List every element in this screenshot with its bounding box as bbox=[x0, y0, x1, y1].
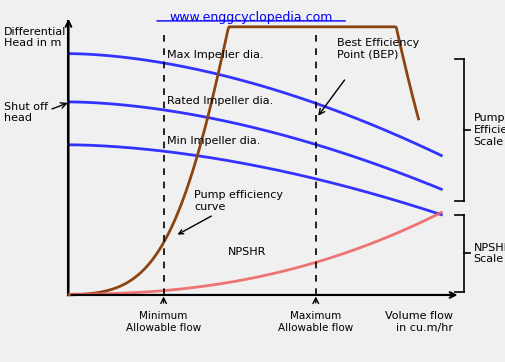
Text: Pump efficiency
curve: Pump efficiency curve bbox=[178, 190, 282, 234]
Text: NPSHR
Scale: NPSHR Scale bbox=[473, 243, 505, 264]
Text: NPSHR: NPSHR bbox=[228, 247, 266, 257]
Text: Minimum
Allowable flow: Minimum Allowable flow bbox=[126, 311, 201, 333]
Text: Max Impeller dia.: Max Impeller dia. bbox=[167, 50, 264, 60]
Text: Differential
Head in m: Differential Head in m bbox=[4, 27, 66, 49]
Text: Pump
Efficiency
Scale: Pump Efficiency Scale bbox=[473, 113, 505, 147]
Text: Volume flow
in cu.m/hr: Volume flow in cu.m/hr bbox=[384, 311, 452, 333]
Text: Min Impeller dia.: Min Impeller dia. bbox=[167, 136, 260, 146]
Text: Rated Impeller dia.: Rated Impeller dia. bbox=[167, 96, 273, 106]
Text: Maximum
Allowable flow: Maximum Allowable flow bbox=[278, 311, 352, 333]
Text: www.enggcyclopedia.com: www.enggcyclopedia.com bbox=[169, 11, 332, 24]
Text: Shut off
head: Shut off head bbox=[4, 102, 47, 123]
Text: Best Efficiency
Point (BEP): Best Efficiency Point (BEP) bbox=[336, 38, 418, 59]
